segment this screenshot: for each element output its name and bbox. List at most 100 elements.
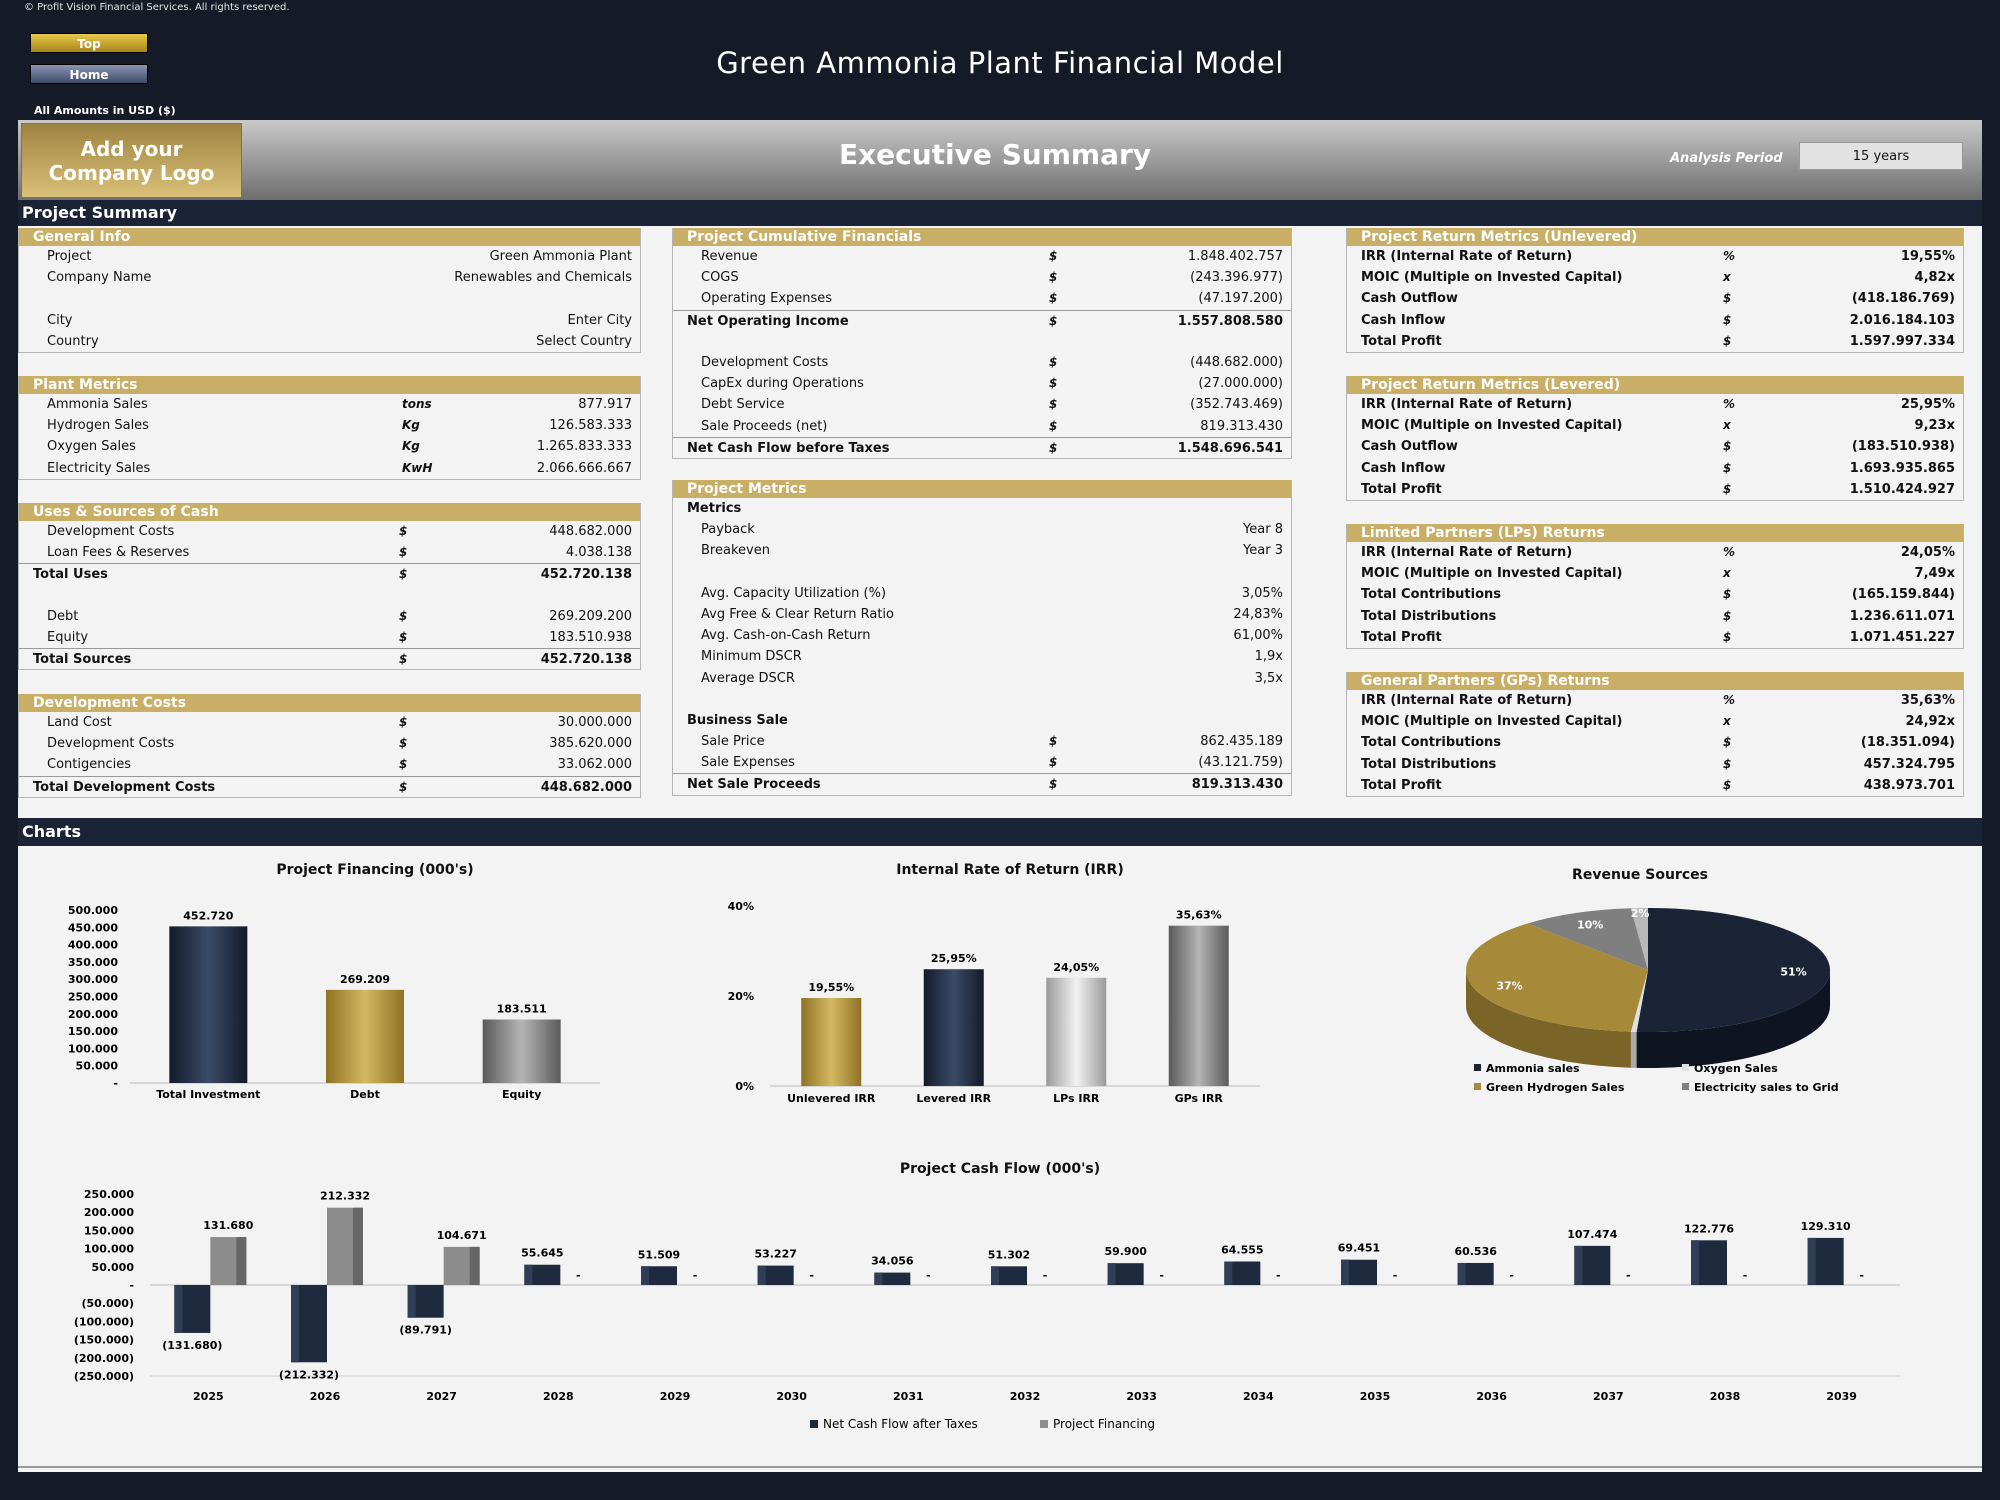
cashflow-bar-face bbox=[174, 1285, 183, 1333]
row-value[interactable]: 457.324.795 bbox=[1863, 756, 1955, 772]
summary-row: Ammonia Sales tons 877.917 bbox=[19, 394, 640, 415]
cashflow-bar-face bbox=[1224, 1261, 1233, 1285]
row-value[interactable]: Year 8 bbox=[1243, 522, 1283, 538]
irr-chart-title: Internal Rate of Return (IRR) bbox=[896, 862, 1124, 878]
row-value[interactable]: 30.000.000 bbox=[557, 715, 632, 730]
row-value[interactable]: 1.597.997.334 bbox=[1849, 333, 1955, 349]
row-value[interactable]: 24,05% bbox=[1900, 545, 1955, 560]
legend-swatch bbox=[1682, 1083, 1689, 1090]
legend-swatch bbox=[1682, 1064, 1689, 1071]
summary-row: Total Contributions $ (165.159.844) bbox=[1347, 584, 1963, 605]
y-tick-label: 0% bbox=[735, 1080, 754, 1093]
summary-row: Total Profit $1.071.451.227 bbox=[1347, 627, 1963, 648]
row-value[interactable]: 452.720.138 bbox=[540, 652, 632, 668]
summary-row: Debt Service $ (352.743.469) bbox=[673, 394, 1291, 415]
summary-row: Cash Inflow $1.693.935.865 bbox=[1347, 458, 1963, 479]
x-category-label: 2031 bbox=[893, 1390, 924, 1403]
row-value[interactable]: Green Ammonia Plant bbox=[489, 249, 632, 264]
company-logo-placeholder[interactable]: Add your Company Logo bbox=[21, 123, 242, 198]
summary-row: Avg. Cash-on-Cash Return 61,00% bbox=[673, 625, 1291, 646]
row-label: Average DSCR bbox=[701, 670, 795, 686]
y-tick-label: 100.000 bbox=[68, 1042, 118, 1055]
row-value[interactable]: 819.313.430 bbox=[1200, 418, 1283, 434]
row-value[interactable]: 7,49x bbox=[1914, 566, 1955, 582]
row-label: Hydrogen Sales bbox=[47, 418, 149, 434]
row-value[interactable]: 448.682.000 bbox=[549, 524, 632, 539]
row-value[interactable]: 33.062.000 bbox=[557, 757, 632, 773]
row-value[interactable]: 126.583.333 bbox=[549, 418, 632, 434]
row-value[interactable]: (448.682.000) bbox=[1190, 354, 1283, 370]
currency-note: All Amounts in USD ($) bbox=[34, 104, 176, 117]
row-value[interactable]: (352.743.469) bbox=[1190, 397, 1283, 413]
row-value[interactable]: (43.121.759) bbox=[1198, 755, 1283, 771]
row-unit: x bbox=[1723, 714, 1731, 729]
bar-data-label: 452.720 bbox=[183, 909, 233, 922]
cashflow-bar-face bbox=[524, 1264, 533, 1285]
row-label: Ammonia Sales bbox=[47, 397, 148, 412]
row-unit: $ bbox=[399, 652, 408, 667]
row-value[interactable]: 4.038.138 bbox=[565, 545, 632, 561]
row-value[interactable]: 862.435.189 bbox=[1200, 734, 1283, 750]
row-label: Total Distributions bbox=[1361, 608, 1497, 624]
row-label: Net Operating Income bbox=[687, 313, 849, 329]
row-value[interactable]: 448.682.000 bbox=[540, 779, 632, 795]
row-value[interactable]: Renewables and Chemicals bbox=[454, 270, 632, 286]
row-value[interactable]: 1.848.402.757 bbox=[1187, 249, 1283, 264]
row-value[interactable]: 9,23x bbox=[1914, 418, 1955, 434]
row-value[interactable]: 25,95% bbox=[1900, 397, 1955, 412]
row-value[interactable]: 1.693.935.865 bbox=[1849, 460, 1955, 476]
cashflow-data-label: 59.900 bbox=[1104, 1245, 1147, 1258]
row-value[interactable]: 1.071.451.227 bbox=[1849, 629, 1955, 645]
row-value[interactable]: Select Country bbox=[536, 333, 632, 349]
row-label: Country bbox=[47, 333, 99, 349]
pie-data-label: 10% bbox=[1577, 918, 1603, 931]
summary-row bbox=[19, 288, 640, 309]
financing-data-label: - bbox=[1393, 1269, 1398, 1282]
row-value[interactable]: 35,63% bbox=[1900, 693, 1955, 708]
row-unit: $ bbox=[399, 779, 408, 794]
row-value[interactable]: 2.016.184.103 bbox=[1849, 312, 1955, 328]
row-value[interactable]: (243.396.977) bbox=[1190, 270, 1283, 286]
row-value[interactable]: 819.313.430 bbox=[1191, 777, 1283, 793]
row-value[interactable]: 1,9x bbox=[1254, 649, 1283, 665]
cashflow-data-label: 51.302 bbox=[988, 1248, 1030, 1261]
y-tick-label: (150.000) bbox=[74, 1334, 134, 1347]
row-value[interactable]: 3,05% bbox=[1241, 585, 1283, 601]
y-tick-label: (200.000) bbox=[74, 1352, 134, 1365]
row-value[interactable]: (418.186.769) bbox=[1851, 291, 1955, 307]
row-value[interactable]: 1.557.808.580 bbox=[1177, 313, 1283, 329]
row-value[interactable]: 438.973.701 bbox=[1863, 777, 1955, 793]
row-value[interactable]: (27.000.000) bbox=[1198, 376, 1283, 392]
row-value[interactable]: 877.917 bbox=[578, 397, 632, 412]
row-value[interactable]: (47.197.200) bbox=[1198, 291, 1283, 307]
row-value[interactable]: 3,5x bbox=[1254, 670, 1283, 686]
row-value[interactable]: 1.236.611.071 bbox=[1849, 608, 1955, 624]
row-value[interactable]: 1.510.424.927 bbox=[1849, 481, 1955, 497]
row-value[interactable]: Enter City bbox=[567, 312, 632, 328]
row-unit: $ bbox=[399, 608, 408, 623]
row-value[interactable]: Year 3 bbox=[1243, 543, 1283, 559]
top-button[interactable]: Top bbox=[30, 33, 148, 53]
row-value[interactable]: 452.720.138 bbox=[540, 567, 632, 583]
cashflow-data-label: 51.509 bbox=[638, 1248, 680, 1261]
y-tick-label: 40% bbox=[728, 900, 754, 913]
x-category-label: 2032 bbox=[1010, 1390, 1041, 1403]
row-value[interactable]: 2.066.666.667 bbox=[536, 460, 632, 476]
row-value[interactable]: 269.209.200 bbox=[549, 608, 632, 624]
row-value[interactable]: 385.620.000 bbox=[549, 736, 632, 752]
analysis-period-field[interactable]: 15 years bbox=[1799, 142, 1963, 170]
row-value[interactable]: 1.265.833.333 bbox=[536, 439, 632, 455]
row-value[interactable]: 61,00% bbox=[1233, 628, 1283, 644]
row-value[interactable]: 24,92x bbox=[1905, 714, 1955, 730]
home-button[interactable]: Home bbox=[30, 64, 148, 84]
row-value[interactable]: 4,82x bbox=[1914, 270, 1955, 286]
row-value[interactable]: (18.351.094) bbox=[1860, 735, 1955, 751]
row-value[interactable]: 183.510.938 bbox=[549, 629, 632, 645]
row-value[interactable]: 19,55% bbox=[1900, 249, 1955, 264]
row-unit: % bbox=[1723, 397, 1736, 411]
summary-row: IRR (Internal Rate of Return)% 24,05% bbox=[1347, 542, 1963, 563]
row-value[interactable]: (165.159.844) bbox=[1851, 587, 1955, 603]
row-value[interactable]: (183.510.938) bbox=[1851, 439, 1955, 455]
row-value[interactable]: 1.548.696.541 bbox=[1177, 440, 1283, 456]
row-value[interactable]: 24,83% bbox=[1233, 606, 1283, 622]
